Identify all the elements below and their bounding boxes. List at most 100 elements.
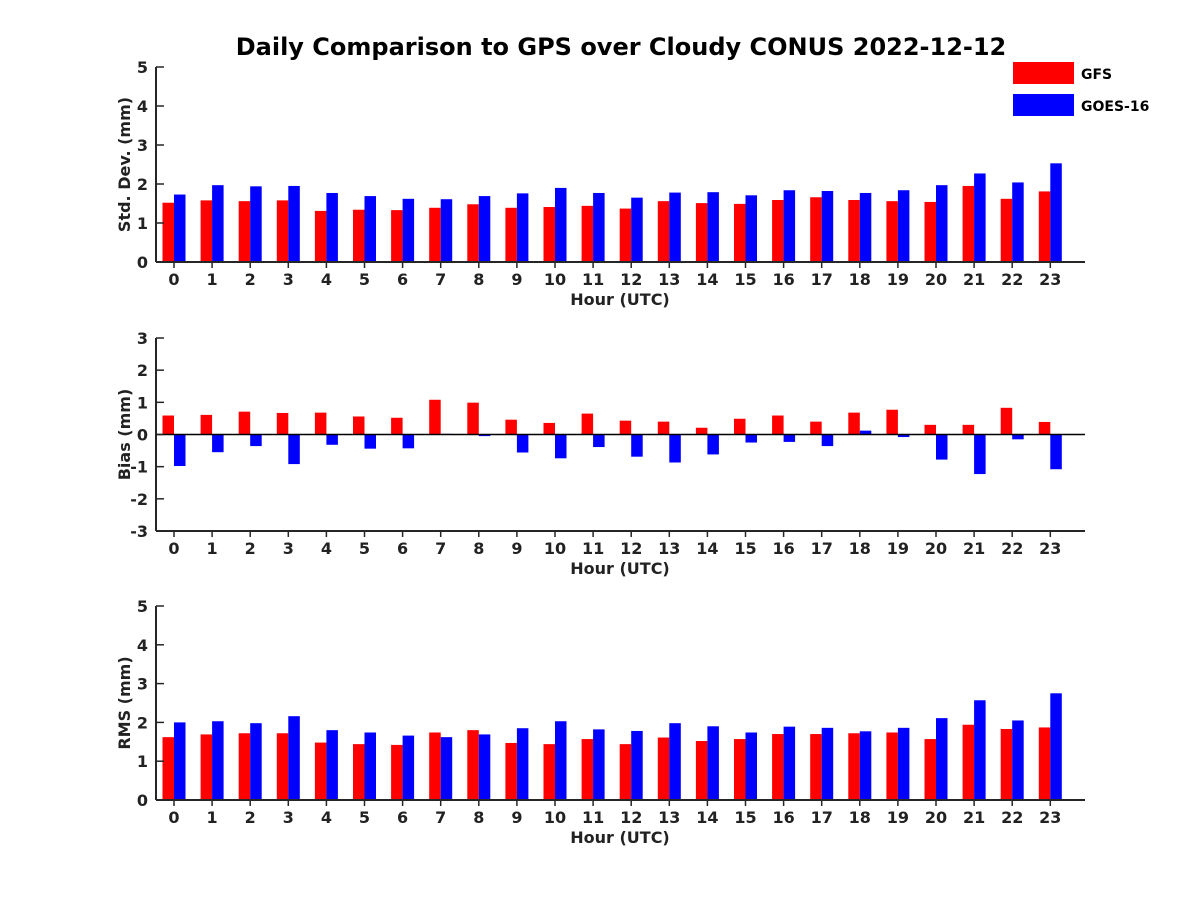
bias-bar-gfs-7 (429, 399, 441, 435)
stddev-bar-goes16-23 (1050, 163, 1062, 262)
rms-xtick-label: 14 (696, 808, 718, 827)
stddev-bar-gfs-17 (810, 197, 822, 262)
rms-bar-goes16-9 (516, 728, 529, 800)
rms-bar-gfs-19 (886, 732, 898, 800)
bias-bar-goes16-18 (859, 430, 872, 435)
bias-bar-gfs-14 (695, 427, 708, 435)
bias-xtick-label: 0 (168, 539, 179, 558)
stddev-xtick-label: 21 (963, 270, 985, 289)
stddev-bar-gfs-9 (505, 207, 517, 262)
stddev-bar-goes16-19 (897, 190, 910, 262)
rms-bar-goes16-5 (364, 732, 376, 800)
bias-bar-goes16-16 (783, 434, 796, 442)
stddev-xtick-label: 10 (544, 270, 566, 289)
bias-bar-gfs-17 (810, 421, 822, 435)
bias-xtick-label: 21 (963, 539, 985, 558)
bias-bar-gfs-9 (505, 419, 517, 435)
bias-bar-goes16-20 (936, 434, 948, 460)
rms-ytick-label: 0 (137, 791, 148, 810)
rms-bar-goes16-18 (859, 731, 872, 800)
rms-bar-goes16-2 (250, 723, 262, 800)
bias-bar-goes16-19 (897, 434, 910, 438)
rms-bar-goes16-21 (974, 700, 986, 800)
rms-bar-goes16-7 (440, 737, 453, 800)
rms-xtick-label: 15 (734, 808, 756, 827)
bias-xtick-label: 8 (473, 539, 484, 558)
rms-xtick-label: 21 (963, 808, 985, 827)
bias-ytick-label: 2 (137, 361, 148, 380)
stddev-xlabel: Hour (UTC) (570, 290, 670, 309)
stddev-xtick-label: 8 (473, 270, 484, 289)
bias-xtick-label: 10 (544, 539, 566, 558)
stddev-xtick-label: 20 (925, 270, 947, 289)
bias-xtick-label: 2 (245, 539, 256, 558)
stddev-bar-gfs-16 (772, 199, 784, 262)
bias-ytick-label: 0 (137, 426, 148, 445)
rms-bar-goes16-8 (478, 734, 491, 800)
rms-xtick-label: 20 (925, 808, 947, 827)
rms-bar-gfs-16 (772, 734, 784, 800)
stddev-bar-goes16-10 (555, 187, 567, 262)
rms-bar-gfs-4 (314, 742, 327, 800)
stddev-ytick-label: 1 (137, 214, 148, 233)
rms-xtick-label: 13 (658, 808, 680, 827)
rms-xlabel: Hour (UTC) (570, 828, 670, 847)
bias-bar-gfs-5 (353, 416, 365, 435)
bias-bar-goes16-22 (1012, 434, 1024, 440)
bias-bar-goes16-2 (250, 434, 262, 447)
stddev-bar-gfs-6 (391, 210, 403, 262)
rms-bar-goes16-23 (1050, 693, 1062, 800)
bias-ytick-label: 1 (137, 393, 148, 412)
bias-xtick-label: 7 (435, 539, 446, 558)
stddev-xtick-label: 0 (168, 270, 179, 289)
stddev-bar-gfs-2 (238, 201, 251, 262)
rms-bar-gfs-20 (924, 739, 936, 800)
bias-bar-gfs-2 (238, 411, 251, 435)
stddev-xtick-label: 14 (696, 270, 718, 289)
bias-bar-gfs-4 (314, 412, 327, 435)
stddev-xtick-label: 9 (511, 270, 522, 289)
legend-label-gfs: GFS (1081, 67, 1112, 83)
stddev-xtick-label: 1 (207, 270, 218, 289)
bias-xlabel: Hour (UTC) (570, 559, 670, 578)
rms-xtick-label: 5 (359, 808, 370, 827)
stddev-xtick-label: 6 (397, 270, 408, 289)
rms-xtick-label: 4 (321, 808, 332, 827)
bias-bar-gfs-3 (276, 412, 289, 435)
legend: GFS GOES-16 (1013, 62, 1149, 116)
stddev-xtick-label: 12 (620, 270, 642, 289)
stddev-bar-goes16-0 (174, 194, 186, 262)
stddev-xtick-label: 4 (321, 270, 332, 289)
stddev-bar-gfs-8 (467, 204, 479, 262)
bias-bar-goes16-8 (478, 434, 491, 437)
stddev-xtick-label: 19 (887, 270, 909, 289)
stddev-bar-goes16-12 (631, 197, 643, 262)
stddev-bar-goes16-21 (974, 173, 986, 262)
bias-bar-gfs-15 (734, 418, 746, 435)
bias-bar-gfs-12 (619, 420, 632, 435)
rms-bar-gfs-6 (391, 744, 403, 800)
bias-ytick-label: -1 (130, 458, 148, 477)
rms-bar-gfs-18 (848, 733, 860, 800)
bias-xtick-label: 5 (359, 539, 370, 558)
rms-bar-goes16-15 (745, 732, 757, 800)
stddev-bar-goes16-20 (936, 185, 948, 262)
bias-bar-goes16-23 (1050, 434, 1062, 470)
rms-bar-gfs-8 (467, 730, 479, 800)
rms-xtick-label: 6 (397, 808, 408, 827)
bias-xtick-label: 19 (887, 539, 909, 558)
rms-bar-gfs-21 (962, 724, 975, 800)
bias-bar-gfs-20 (924, 424, 936, 435)
bias-ytick-label: -3 (130, 522, 148, 541)
stddev-xtick-label: 22 (1001, 270, 1023, 289)
rms-bar-gfs-14 (695, 741, 708, 800)
rms-bar-goes16-14 (707, 726, 719, 800)
stddev-bar-goes16-22 (1012, 182, 1024, 262)
stddev-bar-gfs-12 (619, 208, 632, 262)
bias-bar-goes16-14 (707, 434, 719, 455)
rms-bar-gfs-13 (657, 737, 670, 800)
bias-bar-gfs-1 (200, 414, 213, 435)
rms-xtick-label: 1 (207, 808, 218, 827)
bias-xtick-label: 17 (811, 539, 833, 558)
